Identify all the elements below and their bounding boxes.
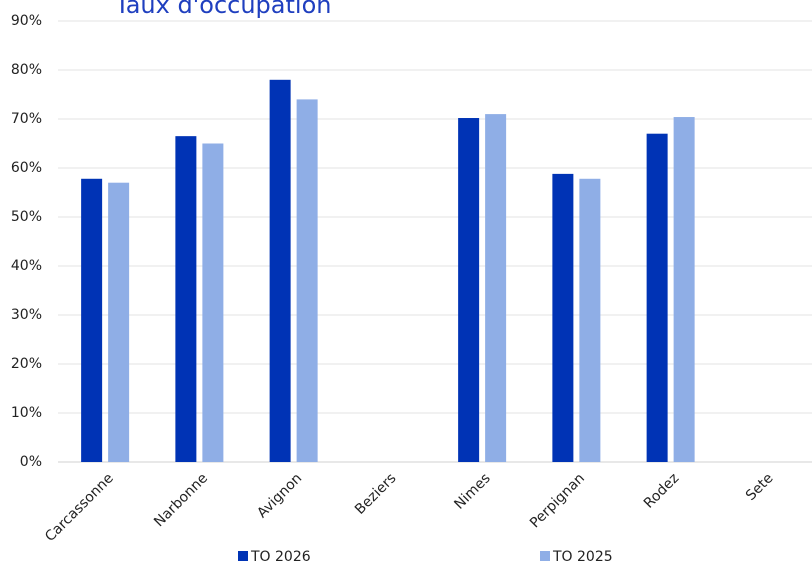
bar bbox=[458, 118, 480, 463]
x-tick-label: Rodez bbox=[641, 470, 682, 511]
y-tick-label: 10% bbox=[11, 405, 42, 421]
y-tick-label: 0% bbox=[20, 454, 42, 470]
y-tick-label: 80% bbox=[11, 62, 42, 78]
bar bbox=[202, 143, 224, 462]
bar bbox=[673, 117, 695, 462]
y-tick-label: 40% bbox=[11, 258, 42, 274]
legend-swatch bbox=[238, 551, 248, 561]
x-tick-label: Carcassonne bbox=[42, 470, 117, 545]
chart-title: Taux d'occupation bbox=[114, 0, 331, 19]
x-tick-label: Perpignan bbox=[527, 470, 588, 531]
legend-label: TO 2025 bbox=[552, 549, 613, 565]
legend-label: TO 2026 bbox=[250, 549, 311, 565]
x-tick-label: Narbonne bbox=[151, 470, 211, 530]
x-tick-label: Beziers bbox=[352, 470, 399, 517]
bar bbox=[552, 173, 574, 462]
bar bbox=[175, 136, 197, 462]
bar bbox=[646, 133, 668, 462]
y-tick-label: 60% bbox=[11, 160, 42, 176]
legend-swatch bbox=[540, 551, 550, 561]
y-tick-label: 30% bbox=[11, 307, 42, 323]
bar bbox=[108, 182, 130, 462]
bar bbox=[269, 79, 291, 463]
bar bbox=[296, 99, 318, 463]
y-tick-label: 50% bbox=[11, 209, 42, 225]
bar bbox=[81, 178, 103, 462]
y-tick-label: 20% bbox=[11, 356, 42, 372]
x-tick-label: Nimes bbox=[451, 470, 493, 512]
bar bbox=[485, 114, 507, 462]
bar bbox=[579, 178, 601, 462]
x-tick-label: Avignon bbox=[254, 470, 305, 521]
x-tick-label: Sete bbox=[743, 470, 777, 504]
y-tick-label: 70% bbox=[11, 111, 42, 127]
y-tick-label: 90% bbox=[11, 13, 42, 29]
